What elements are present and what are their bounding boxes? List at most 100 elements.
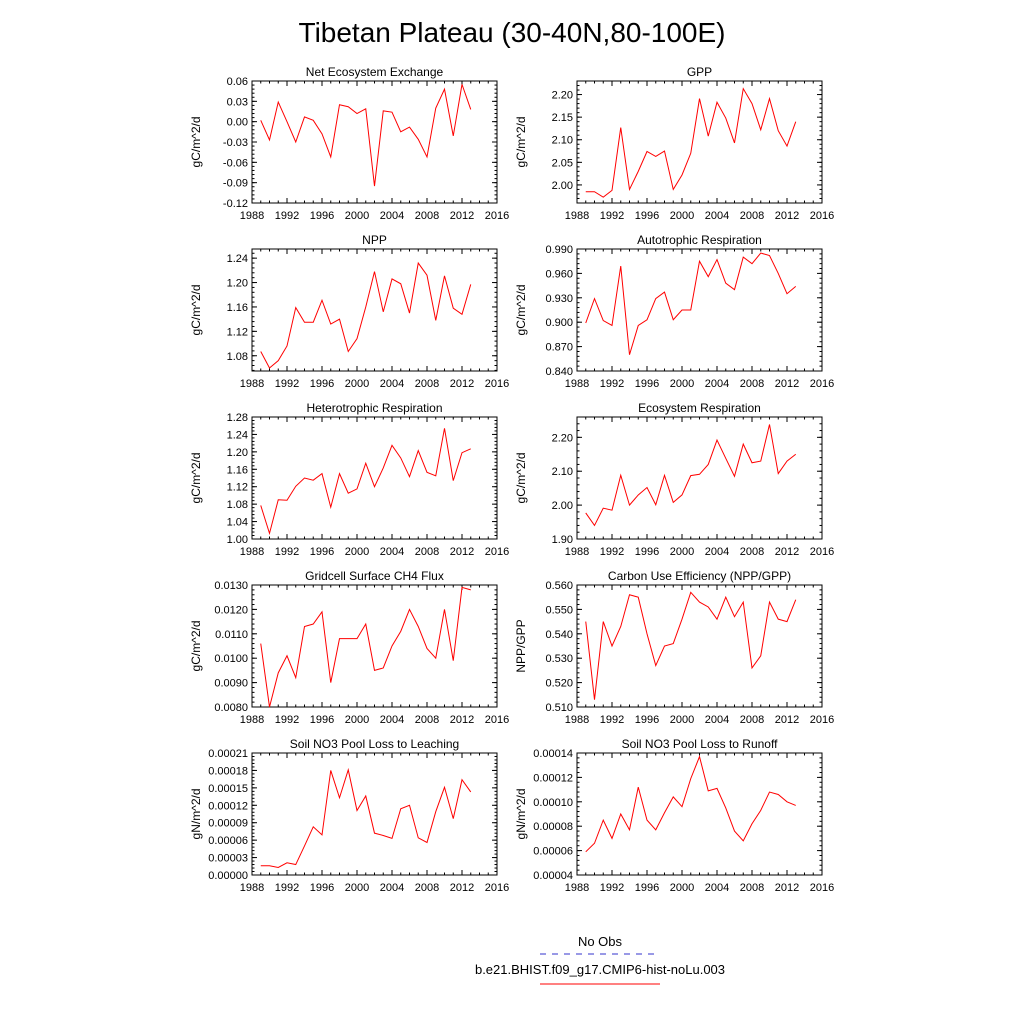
- x-tick-label: 1996: [310, 546, 334, 558]
- figure-title: Tibetan Plateau (30-40N,80-100E): [299, 17, 726, 48]
- plot-frame: [576, 416, 823, 540]
- y-tick-label: -0.06: [223, 157, 248, 169]
- y-tick-label: 0.06: [227, 76, 248, 88]
- series-line: [585, 755, 796, 853]
- x-tick-label: 1988: [565, 714, 589, 726]
- x-tick-label: 1996: [310, 882, 334, 894]
- x-tick-label: 1992: [600, 378, 624, 390]
- x-tick-label: 2016: [485, 378, 509, 390]
- x-tick-label: 2008: [415, 714, 439, 726]
- x-tick-label: 2016: [485, 714, 509, 726]
- plot-frame: [251, 248, 498, 372]
- y-tick-label: 0.00008: [533, 821, 573, 833]
- x-tick-label: 2012: [450, 546, 474, 558]
- y-tick-label: 0.870: [545, 342, 573, 354]
- x-tick-label: 2016: [485, 210, 509, 222]
- y-tick-label: 0.990: [545, 244, 573, 256]
- x-tick-label: 1992: [275, 546, 299, 558]
- series-line: [260, 586, 471, 708]
- series-line: [260, 767, 472, 868]
- x-tick-label: 2000: [670, 546, 694, 558]
- x-tick-label: 2000: [345, 714, 369, 726]
- x-tick-label: 2016: [485, 882, 509, 894]
- y-tick-label: 0.960: [545, 268, 573, 280]
- y-axis-label: gC/m^2/d: [189, 621, 203, 672]
- x-tick-label: 1992: [600, 882, 624, 894]
- x-tick-label: 2008: [740, 378, 764, 390]
- x-tick-label: 2000: [670, 210, 694, 222]
- y-tick-label: 0.00021: [208, 748, 248, 760]
- y-tick-label: 0.00010: [533, 797, 573, 809]
- y-axis-label: gN/m^2/d: [189, 789, 203, 840]
- y-axis-label: gC/m^2/d: [189, 453, 203, 504]
- x-tick-label: 2012: [450, 714, 474, 726]
- x-tick-label: 1996: [310, 378, 334, 390]
- y-tick-label: 0.520: [545, 678, 573, 690]
- y-tick-label: 0.0120: [214, 604, 248, 616]
- x-tick-label: 2016: [485, 546, 509, 558]
- y-tick-label: 2.00: [552, 500, 573, 512]
- chart-panel-4: Heterotrophic Respiration gC/m^2/d 1988 199…: [189, 401, 509, 558]
- y-tick-label: 0.930: [545, 293, 573, 305]
- y-tick-label: 2.20: [552, 432, 573, 444]
- y-tick-label: -0.09: [223, 178, 248, 190]
- y-tick-label: 0.540: [545, 629, 573, 641]
- series-line: [585, 87, 797, 198]
- chart-panel-2: NPP gC/m^2/d 1988 1992 1996 2000 2004 2008 2012 2…: [189, 233, 509, 390]
- y-tick-label: 0.00004: [533, 870, 573, 882]
- x-tick-label: 2008: [415, 546, 439, 558]
- x-tick-label: 2012: [775, 546, 799, 558]
- y-tick-label: 1.04: [227, 517, 248, 529]
- y-tick-label: 0.00003: [208, 853, 248, 865]
- x-tick-label: 1992: [275, 882, 299, 894]
- panel-title: Net Ecosystem Exchange: [306, 65, 444, 79]
- x-tick-label: 2012: [775, 378, 799, 390]
- x-tick-label: 2008: [740, 210, 764, 222]
- x-tick-label: 1992: [275, 714, 299, 726]
- x-tick-label: 1988: [565, 210, 589, 222]
- x-tick-label: 1992: [600, 546, 624, 558]
- x-tick-label: 1992: [275, 378, 299, 390]
- y-tick-label: 0.00018: [208, 765, 248, 777]
- x-tick-label: 2008: [415, 210, 439, 222]
- series-line: [260, 84, 472, 187]
- y-tick-label: 0.00014: [533, 748, 573, 760]
- x-tick-label: 2004: [705, 378, 729, 390]
- y-tick-label: 2.05: [552, 157, 573, 169]
- x-tick-label: 1992: [275, 210, 299, 222]
- x-tick-label: 1988: [240, 210, 264, 222]
- y-tick-label: 0.0130: [214, 580, 248, 592]
- legend: No Obs b.e21.BHIST.f09_g17.CMIP6-hist-no…: [475, 934, 725, 985]
- x-tick-label: 2004: [705, 546, 729, 558]
- x-tick-label: 2016: [810, 210, 834, 222]
- plot-frame: [576, 584, 823, 708]
- x-tick-label: 2004: [380, 714, 404, 726]
- x-tick-label: 2008: [415, 882, 439, 894]
- x-tick-label: 2012: [450, 210, 474, 222]
- y-tick-label: 1.90: [552, 534, 573, 546]
- chart-panel-6: Gridcell Surface CH4 Flux gC/m^2/d 1988 199…: [189, 569, 509, 726]
- y-tick-label: 0.0100: [214, 653, 248, 665]
- x-tick-label: 2004: [380, 210, 404, 222]
- y-tick-label: 0.530: [545, 653, 573, 665]
- y-tick-label: 2.15: [552, 112, 573, 124]
- x-tick-label: 1996: [635, 714, 659, 726]
- x-tick-label: 2008: [740, 882, 764, 894]
- x-tick-label: 2000: [670, 714, 694, 726]
- y-axis-label: NPP/GPP: [514, 619, 528, 672]
- panel-title: NPP: [362, 233, 387, 247]
- y-tick-label: 0.560: [545, 580, 573, 592]
- y-tick-label: 1.08: [227, 351, 248, 363]
- x-tick-label: 2016: [810, 714, 834, 726]
- y-tick-label: 0.00000: [208, 870, 248, 882]
- x-tick-label: 1996: [635, 210, 659, 222]
- chart-panel-9: Soil NO3 Pool Loss to Runoff gN/m^2/d 1988…: [514, 737, 834, 894]
- panel-title: Soil NO3 Pool Loss to Runoff: [622, 737, 779, 751]
- x-tick-label: 1988: [565, 546, 589, 558]
- panel-title: GPP: [687, 65, 712, 79]
- y-tick-label: 1.20: [227, 447, 248, 459]
- y-tick-label: 1.16: [227, 464, 248, 476]
- y-axis-label: gN/m^2/d: [514, 789, 528, 840]
- x-tick-label: 1992: [600, 714, 624, 726]
